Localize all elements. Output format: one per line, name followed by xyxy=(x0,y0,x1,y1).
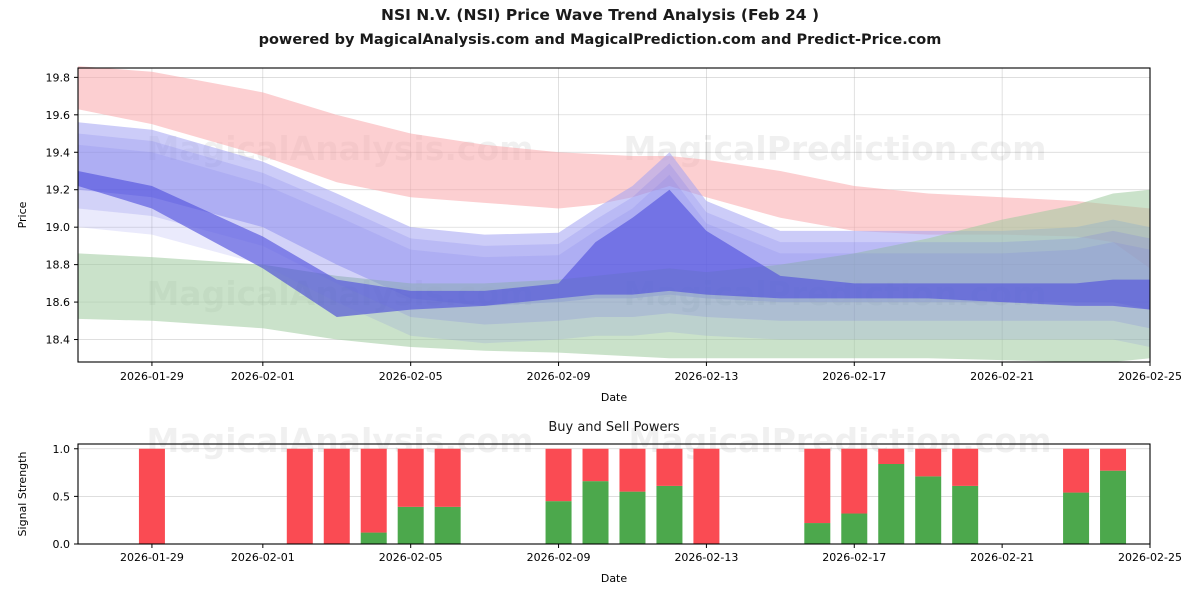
x-axis-label: Date xyxy=(601,572,628,585)
bar-group[interactable] xyxy=(397,448,424,544)
price-chart: MagicalAnalysis.comMagicalPrediction.com… xyxy=(16,66,1182,404)
sell-power-bar[interactable] xyxy=(323,448,350,544)
buy-power-bar[interactable] xyxy=(582,481,609,544)
x-tick-label: 2026-02-17 xyxy=(822,370,886,383)
buy-power-bar[interactable] xyxy=(841,513,868,544)
x-tick-label: 2026-02-25 xyxy=(1118,551,1182,564)
price-band-secondary xyxy=(78,133,1150,329)
plot-border xyxy=(77,443,1151,545)
bar-group[interactable] xyxy=(323,448,350,544)
sell-power-bar[interactable] xyxy=(1100,448,1127,471)
x-tick-label: 2026-02-25 xyxy=(1118,370,1182,383)
y-tick-label: 19.4 xyxy=(46,146,71,159)
bar-group[interactable] xyxy=(286,448,313,544)
sell-power-bar[interactable] xyxy=(397,448,424,507)
buy-power-bar[interactable] xyxy=(952,485,979,544)
buy-power-bar[interactable] xyxy=(360,532,387,544)
y-tick-label: 18.8 xyxy=(46,259,71,272)
buy-power-bar[interactable] xyxy=(434,506,461,544)
bar-group[interactable] xyxy=(434,448,461,544)
x-tick-label: 2026-01-29 xyxy=(120,551,184,564)
buy-power-bar[interactable] xyxy=(619,491,646,544)
sell-power-bar[interactable] xyxy=(434,448,461,507)
figure-subtitle: powered by MagicalAnalysis.com and Magic… xyxy=(259,32,942,48)
x-tick-label: 2026-01-29 xyxy=(120,370,184,383)
buy-power-bar[interactable] xyxy=(878,464,905,544)
bar-group[interactable] xyxy=(915,448,942,544)
buy-power-bar[interactable] xyxy=(915,476,942,544)
price-band-upper-resistance-band xyxy=(78,66,1150,269)
bar-group[interactable] xyxy=(1100,448,1127,544)
x-tick-label: 2026-02-05 xyxy=(379,370,443,383)
sell-power-bar[interactable] xyxy=(804,448,831,524)
bar-group[interactable] xyxy=(582,448,609,544)
bar-group[interactable] xyxy=(841,448,868,544)
sell-power-bar[interactable] xyxy=(286,448,313,544)
y-tick-label: 18.6 xyxy=(46,296,71,309)
sell-power-bar[interactable] xyxy=(138,448,165,544)
bar-group[interactable] xyxy=(619,448,646,544)
sell-power-bar[interactable] xyxy=(360,448,387,533)
bar-group[interactable] xyxy=(878,448,905,544)
x-tick-label: 2026-02-13 xyxy=(674,551,738,564)
section-title: Buy and Sell Powers xyxy=(548,420,679,435)
x-axis-label: Date xyxy=(601,391,628,404)
y-tick-label: 19.6 xyxy=(46,109,71,122)
y-axis-label: Price xyxy=(16,201,29,228)
x-tick-label: 2026-02-01 xyxy=(231,551,295,564)
y-tick-label: 18.4 xyxy=(46,334,71,347)
x-tick-label: 2026-02-21 xyxy=(970,370,1034,383)
bar-group[interactable] xyxy=(952,448,979,544)
x-tick-label: 2026-02-13 xyxy=(674,370,738,383)
bar-group[interactable] xyxy=(656,448,683,544)
y-tick-label: 19.0 xyxy=(46,221,71,234)
y-tick-label: 1.0 xyxy=(53,443,71,456)
buy-power-bar[interactable] xyxy=(545,501,572,544)
x-tick-label: 2026-02-09 xyxy=(527,370,591,383)
bar-group[interactable] xyxy=(545,448,572,544)
y-tick-label: 19.2 xyxy=(46,184,71,197)
y-axis-label: Signal Strength xyxy=(16,452,29,537)
buy-power-bar[interactable] xyxy=(1100,470,1127,544)
bar-group[interactable] xyxy=(804,448,831,544)
watermark-text: MagicalPrediction.com xyxy=(629,421,1052,460)
sell-power-bar[interactable] xyxy=(1063,448,1090,493)
figure-title: NSI N.V. (NSI) Price Wave Trend Analysis… xyxy=(381,6,819,24)
y-tick-label: 0.5 xyxy=(53,490,71,503)
sell-power-bar[interactable] xyxy=(582,448,609,482)
y-tick-label: 0.0 xyxy=(53,538,71,551)
sell-power-bar[interactable] xyxy=(656,448,683,486)
x-tick-label: 2026-02-09 xyxy=(527,551,591,564)
buy-power-bar[interactable] xyxy=(656,485,683,544)
plot-border xyxy=(77,67,1151,363)
sell-power-bar[interactable] xyxy=(841,448,868,514)
y-tick-label: 19.8 xyxy=(46,71,71,84)
x-tick-label: 2026-02-05 xyxy=(379,551,443,564)
x-tick-label: 2026-02-01 xyxy=(231,370,295,383)
x-tick-label: 2026-02-21 xyxy=(970,551,1034,564)
sell-power-bar[interactable] xyxy=(952,448,979,486)
bar-group[interactable] xyxy=(1063,448,1090,544)
sell-power-bar[interactable] xyxy=(915,448,942,477)
buy-power-bar[interactable] xyxy=(397,506,424,544)
sell-power-bar[interactable] xyxy=(693,448,720,544)
sell-power-bar[interactable] xyxy=(545,448,572,502)
bar-group[interactable] xyxy=(360,448,387,544)
bar-group[interactable] xyxy=(138,448,165,544)
buy-power-bar[interactable] xyxy=(1063,492,1090,544)
sell-power-bar[interactable] xyxy=(619,448,646,492)
bar-group[interactable] xyxy=(693,448,720,544)
x-tick-label: 2026-02-17 xyxy=(822,551,886,564)
price-band-inner-trend-band xyxy=(78,170,1150,318)
sell-power-bar[interactable] xyxy=(878,448,905,464)
buy-power-bar[interactable] xyxy=(804,523,831,544)
price-band-secondary xyxy=(78,144,1150,348)
